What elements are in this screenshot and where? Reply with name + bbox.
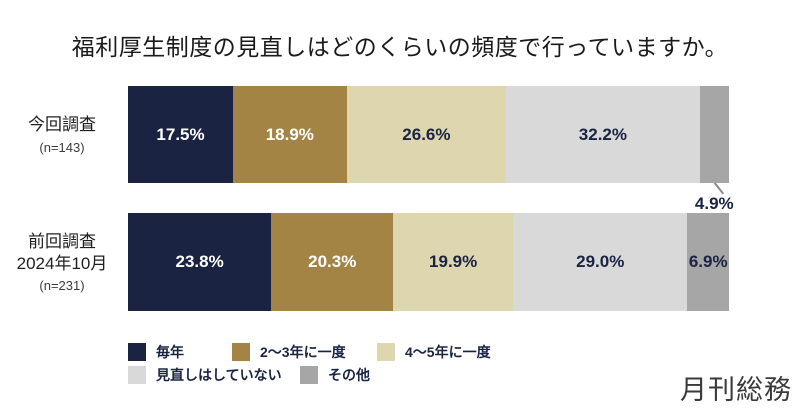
bar-row: 今回調査 (n=143) 17.5% 18.9% 26.6% 32.2% 4.9% (28, 86, 734, 213)
legend-item: その他 (300, 366, 370, 384)
legend-item: 4〜5年に一度 (377, 343, 491, 361)
bar-row: 前回調査 2024年10月 (n=231) 23.8% 20.3% 19.9% 29.0% 6… (17, 213, 729, 311)
legend-item: 見直しはしていない (128, 366, 282, 384)
legend-label: その他 (328, 367, 370, 383)
bar-segment: 19.9% (393, 213, 513, 311)
bar-segment: 6.9% (687, 213, 729, 311)
segment-value-label: 26.6% (402, 124, 451, 144)
segment-value-label: 17.5% (156, 124, 205, 144)
publisher-logo: 月刊総務 (680, 375, 792, 405)
legend-label: 2〜3年に一度 (260, 344, 346, 360)
segment-value-label: 23.8% (175, 252, 224, 271)
row-label: 今回調査 (n=143) (6, 86, 118, 183)
row-label: 前回調査 2024年10月 (n=231) (6, 213, 118, 311)
stacked-bar: 17.5% 18.9% 26.6% 32.2% 4.9% (128, 86, 734, 213)
chart-title: 福利厚生制度の見直しはどのくらいの頻度で行っていますか。 (71, 34, 729, 60)
row-sample-size: (n=143) (39, 139, 85, 155)
legend-item: 毎年 (128, 343, 184, 361)
legend-swatch (300, 366, 318, 384)
row-label-line: 前回調査 (28, 231, 96, 251)
bar-segment (699, 86, 729, 183)
callout-value-label: 4.9% (694, 194, 734, 213)
legend-swatch (128, 343, 146, 361)
legend-label: 4〜5年に一度 (405, 344, 491, 360)
stacked-bar: 23.8% 20.3% 19.9% 29.0% 6.9% (128, 213, 729, 311)
bar-segment: 29.0% (513, 213, 688, 311)
legend-item: 2〜3年に一度 (232, 343, 346, 361)
row-label-line: 2024年10月 (16, 254, 108, 273)
callout-leader-line (713, 181, 725, 195)
row-sample-size: (n=231) (39, 278, 85, 294)
legend-swatch (128, 366, 146, 384)
legend-label: 見直しはしていない (156, 367, 282, 383)
segment-value-label: 29.0% (576, 252, 625, 271)
segment-value-label: 6.9% (688, 252, 728, 271)
legend-label: 毎年 (156, 344, 184, 360)
legend-swatch (232, 343, 250, 361)
bar-segment: 32.2% (506, 86, 700, 183)
bar-segment: 17.5% (128, 86, 234, 183)
bar-segment: 20.3% (271, 213, 394, 311)
bar-segment: 23.8% (128, 213, 272, 311)
bar-segment: 18.9% (233, 86, 347, 183)
segment-value-label: 19.9% (429, 252, 478, 271)
segment-value-label: 32.2% (578, 124, 627, 144)
legend-swatch (377, 343, 395, 361)
segment-value-label: 20.3% (308, 252, 357, 271)
segment-value-label: 18.9% (265, 124, 314, 144)
row-label-line: 今回調査 (28, 115, 96, 135)
bar-segment: 26.6% (346, 86, 507, 183)
